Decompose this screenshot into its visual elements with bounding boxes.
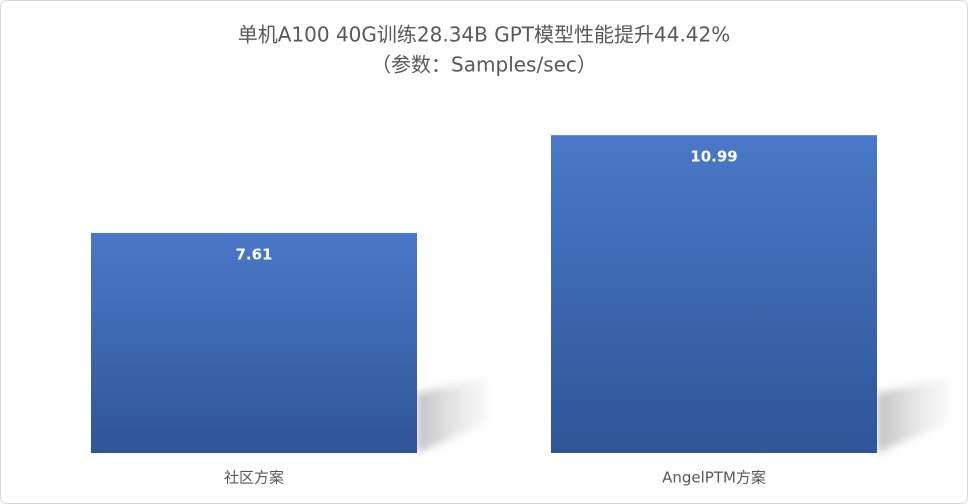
chart-title: 单机A100 40G训练28.34B GPT模型性能提升44.42% <box>238 23 731 47</box>
bar <box>551 135 877 454</box>
x-tick-label: AngelPTM方案 <box>662 469 766 487</box>
x-tick-label: 社区方案 <box>224 469 284 487</box>
bar <box>91 232 417 453</box>
bar-shadow <box>417 378 487 453</box>
value-label: 10.99 <box>690 148 737 166</box>
chart-subtitle: （参数：Samples/sec） <box>371 53 597 77</box>
value-label: 7.61 <box>235 245 272 263</box>
bar-shadow <box>877 378 947 453</box>
